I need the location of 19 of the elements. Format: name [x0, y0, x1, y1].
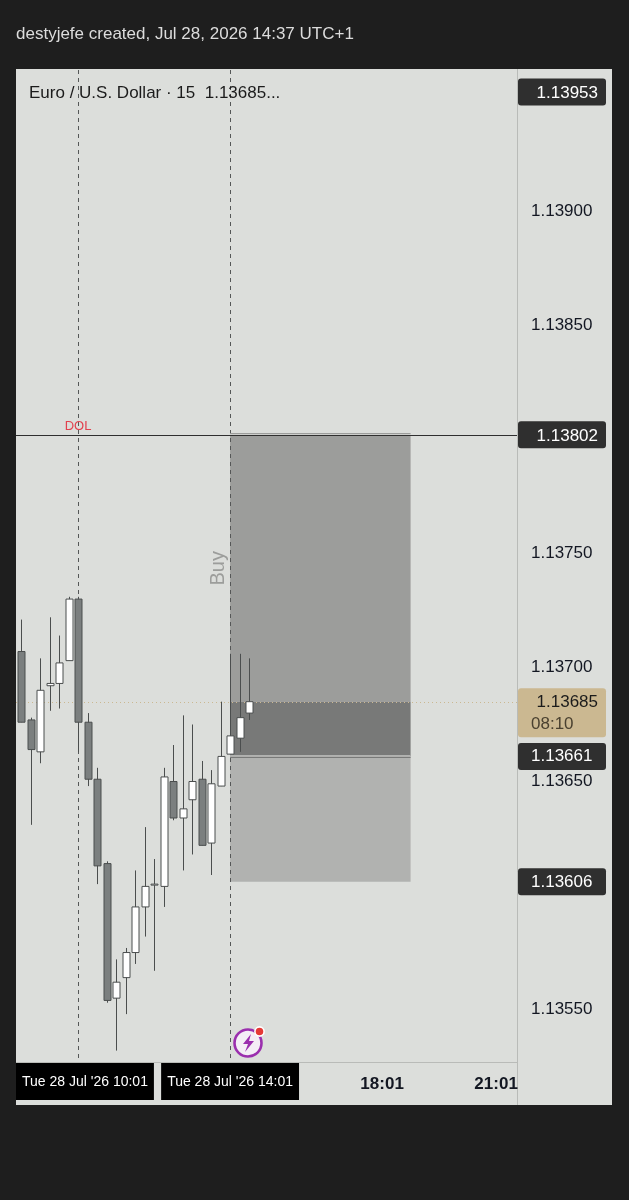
ref-line-label: 1.13685 08:10 [531, 692, 598, 734]
y-tick-label: 1.13550 [531, 999, 593, 1019]
text: Buy [205, 551, 228, 586]
y-tick-label: 1.13750 [531, 543, 593, 563]
y-tick-label: 1.13606 [531, 871, 593, 891]
x-tick-label: 18:01 [360, 1073, 404, 1093]
y-tick-label: 1.13900 [531, 201, 593, 221]
annotation: DOL [64, 417, 92, 433]
y-tick-label: 1.13661 [531, 746, 593, 766]
ref-line-label: Tue 28 Jul '26 14:01 [167, 1072, 294, 1089]
y-tick-label: 1.13650 [531, 771, 593, 791]
y-tick-label: 1.13850 [531, 315, 593, 335]
ref-line-label: Tue 28 Jul '26 10:01 [22, 1072, 149, 1089]
text: Euro / U.S. Dollar · 15 1.13685... [29, 83, 281, 103]
x-tick-label: 21:01 [474, 1073, 518, 1093]
chart-subtitle: destyjefe created, Jul 28, 2026 14:37 UTC+1 [16, 24, 354, 44]
ref-line-label: 1.13802 [536, 425, 598, 445]
text: 1.13953 [536, 82, 598, 102]
y-tick-label: 1.13700 [531, 657, 593, 677]
